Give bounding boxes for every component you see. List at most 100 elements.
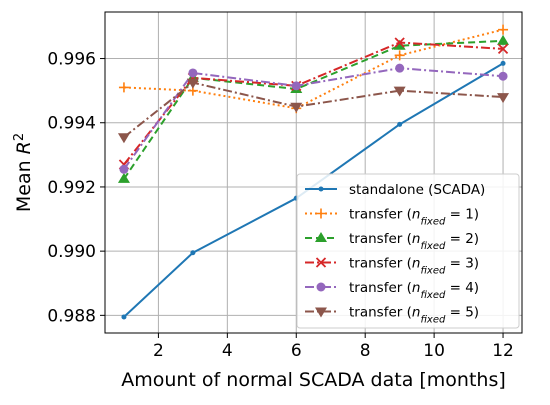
legend-label-sub: fixed (420, 216, 446, 227)
data-point (393, 86, 406, 97)
legend-label: transfer (nfixed = 4) (349, 280, 479, 301)
grid-lines (105, 12, 522, 333)
legend-label-main: transfer ( (349, 280, 412, 296)
legend-label: transfer (nfixed = 3) (349, 256, 479, 277)
data-point (117, 133, 130, 144)
marker-shape (188, 68, 198, 78)
marker-shape (117, 172, 130, 183)
marker-shape (190, 250, 196, 256)
marker-shape (497, 34, 510, 45)
marker-shape (316, 282, 326, 292)
legend-label-main: transfer ( (349, 305, 412, 321)
data-point (393, 39, 406, 50)
series-group (117, 24, 510, 320)
x-tick-label: 10 (423, 341, 445, 361)
marker-shape (316, 208, 326, 219)
series-line (123, 41, 504, 166)
legend-label-rest: = 1) (445, 207, 479, 223)
legend-box (296, 173, 520, 329)
legend-label-rest: = 4) (445, 280, 479, 296)
data-point (121, 314, 127, 320)
y-tick-label: 0.996 (47, 50, 96, 70)
y-tick-label: 0.990 (47, 242, 96, 262)
y-tick-label: 0.988 (47, 306, 96, 326)
x-tick-label: 8 (360, 341, 371, 361)
legend-label-sub: fixed (420, 265, 446, 276)
x-tick-label: 12 (492, 341, 514, 361)
marker-shape (498, 71, 508, 81)
data-point (188, 68, 198, 78)
marker-shape (118, 82, 129, 93)
legend-marker (315, 232, 327, 242)
x-tick-label: 4 (222, 341, 233, 361)
legend-label-sub: fixed (420, 290, 446, 301)
legend-entry: transfer (nfixed = 1) (305, 207, 479, 228)
data-point (394, 37, 405, 48)
marker-shape (290, 102, 303, 113)
data-point (497, 34, 510, 45)
legend-label-rest: = 5) (445, 305, 479, 321)
legend-label-var: n (412, 207, 421, 223)
legend-marker (316, 208, 326, 219)
legend-entry: transfer (nfixed = 5) (305, 305, 479, 326)
y-axis-label-sup: 2 (12, 133, 27, 141)
x-axis-label: Amount of normal SCADA data [months] (121, 369, 506, 391)
legend-label-sub: fixed (420, 241, 446, 252)
marker-shape (291, 81, 301, 91)
plot-frame (104, 11, 523, 334)
legend-label: transfer (nfixed = 2) (349, 231, 479, 252)
marker-shape (186, 78, 199, 89)
legend-label-rest: = 2) (445, 231, 479, 247)
y-tick-label: 0.992 (47, 178, 96, 198)
legend-label: transfer (nfixed = 5) (349, 305, 479, 326)
legend-marker (315, 257, 327, 268)
marker-shape (394, 50, 405, 61)
legend-marker (316, 282, 326, 292)
legend-label-var: n (412, 280, 421, 296)
marker-shape (393, 86, 406, 97)
data-point (497, 93, 510, 104)
legend-label-main: transfer ( (349, 256, 412, 272)
legend: standalone (SCADA)transfer (nfixed = 1)t… (296, 173, 520, 329)
marker-shape (318, 186, 324, 192)
data-point (186, 78, 199, 89)
series-line (123, 28, 504, 110)
legend-label-var: n (412, 231, 421, 247)
data-point (498, 71, 508, 81)
marker-shape (315, 257, 327, 268)
data-point (497, 43, 509, 55)
marker-shape (393, 39, 406, 50)
data-point (190, 250, 196, 256)
legend-entry: transfer (nfixed = 3) (305, 256, 479, 277)
marker-shape (497, 93, 510, 104)
marker-shape (394, 37, 405, 48)
legend-label-sub: fixed (420, 314, 446, 325)
marker-shape (119, 164, 129, 174)
legend-label-rest: = 3) (445, 256, 479, 272)
marker-shape (117, 133, 130, 144)
series-5 (119, 63, 508, 174)
x-tick-label: 2 (153, 341, 164, 361)
data-point (117, 172, 130, 183)
marker-shape (498, 24, 509, 35)
legend-label-main: standalone (SCADA) (349, 182, 485, 198)
data-point (498, 24, 509, 35)
series-1 (121, 60, 506, 320)
legend-entry: transfer (nfixed = 2) (305, 231, 479, 252)
data-point (394, 50, 405, 61)
series-6 (117, 78, 510, 144)
data-point (397, 121, 403, 127)
marker-shape (397, 121, 403, 127)
marker-shape (315, 307, 327, 318)
y-axis-label-var: R (13, 141, 35, 154)
legend-entry: standalone (SCADA) (305, 182, 485, 198)
data-point (500, 60, 506, 66)
marker-shape (395, 63, 405, 73)
legend-marker (315, 307, 327, 318)
data-point (395, 63, 405, 73)
legend-label: transfer (nfixed = 1) (349, 207, 479, 228)
data-point (290, 102, 303, 113)
legend-label-var: n (412, 256, 421, 272)
axis-ticks: 2 4 6 8 10 12 0.988 0.990 0.992 0.994 0.996 (47, 50, 514, 361)
